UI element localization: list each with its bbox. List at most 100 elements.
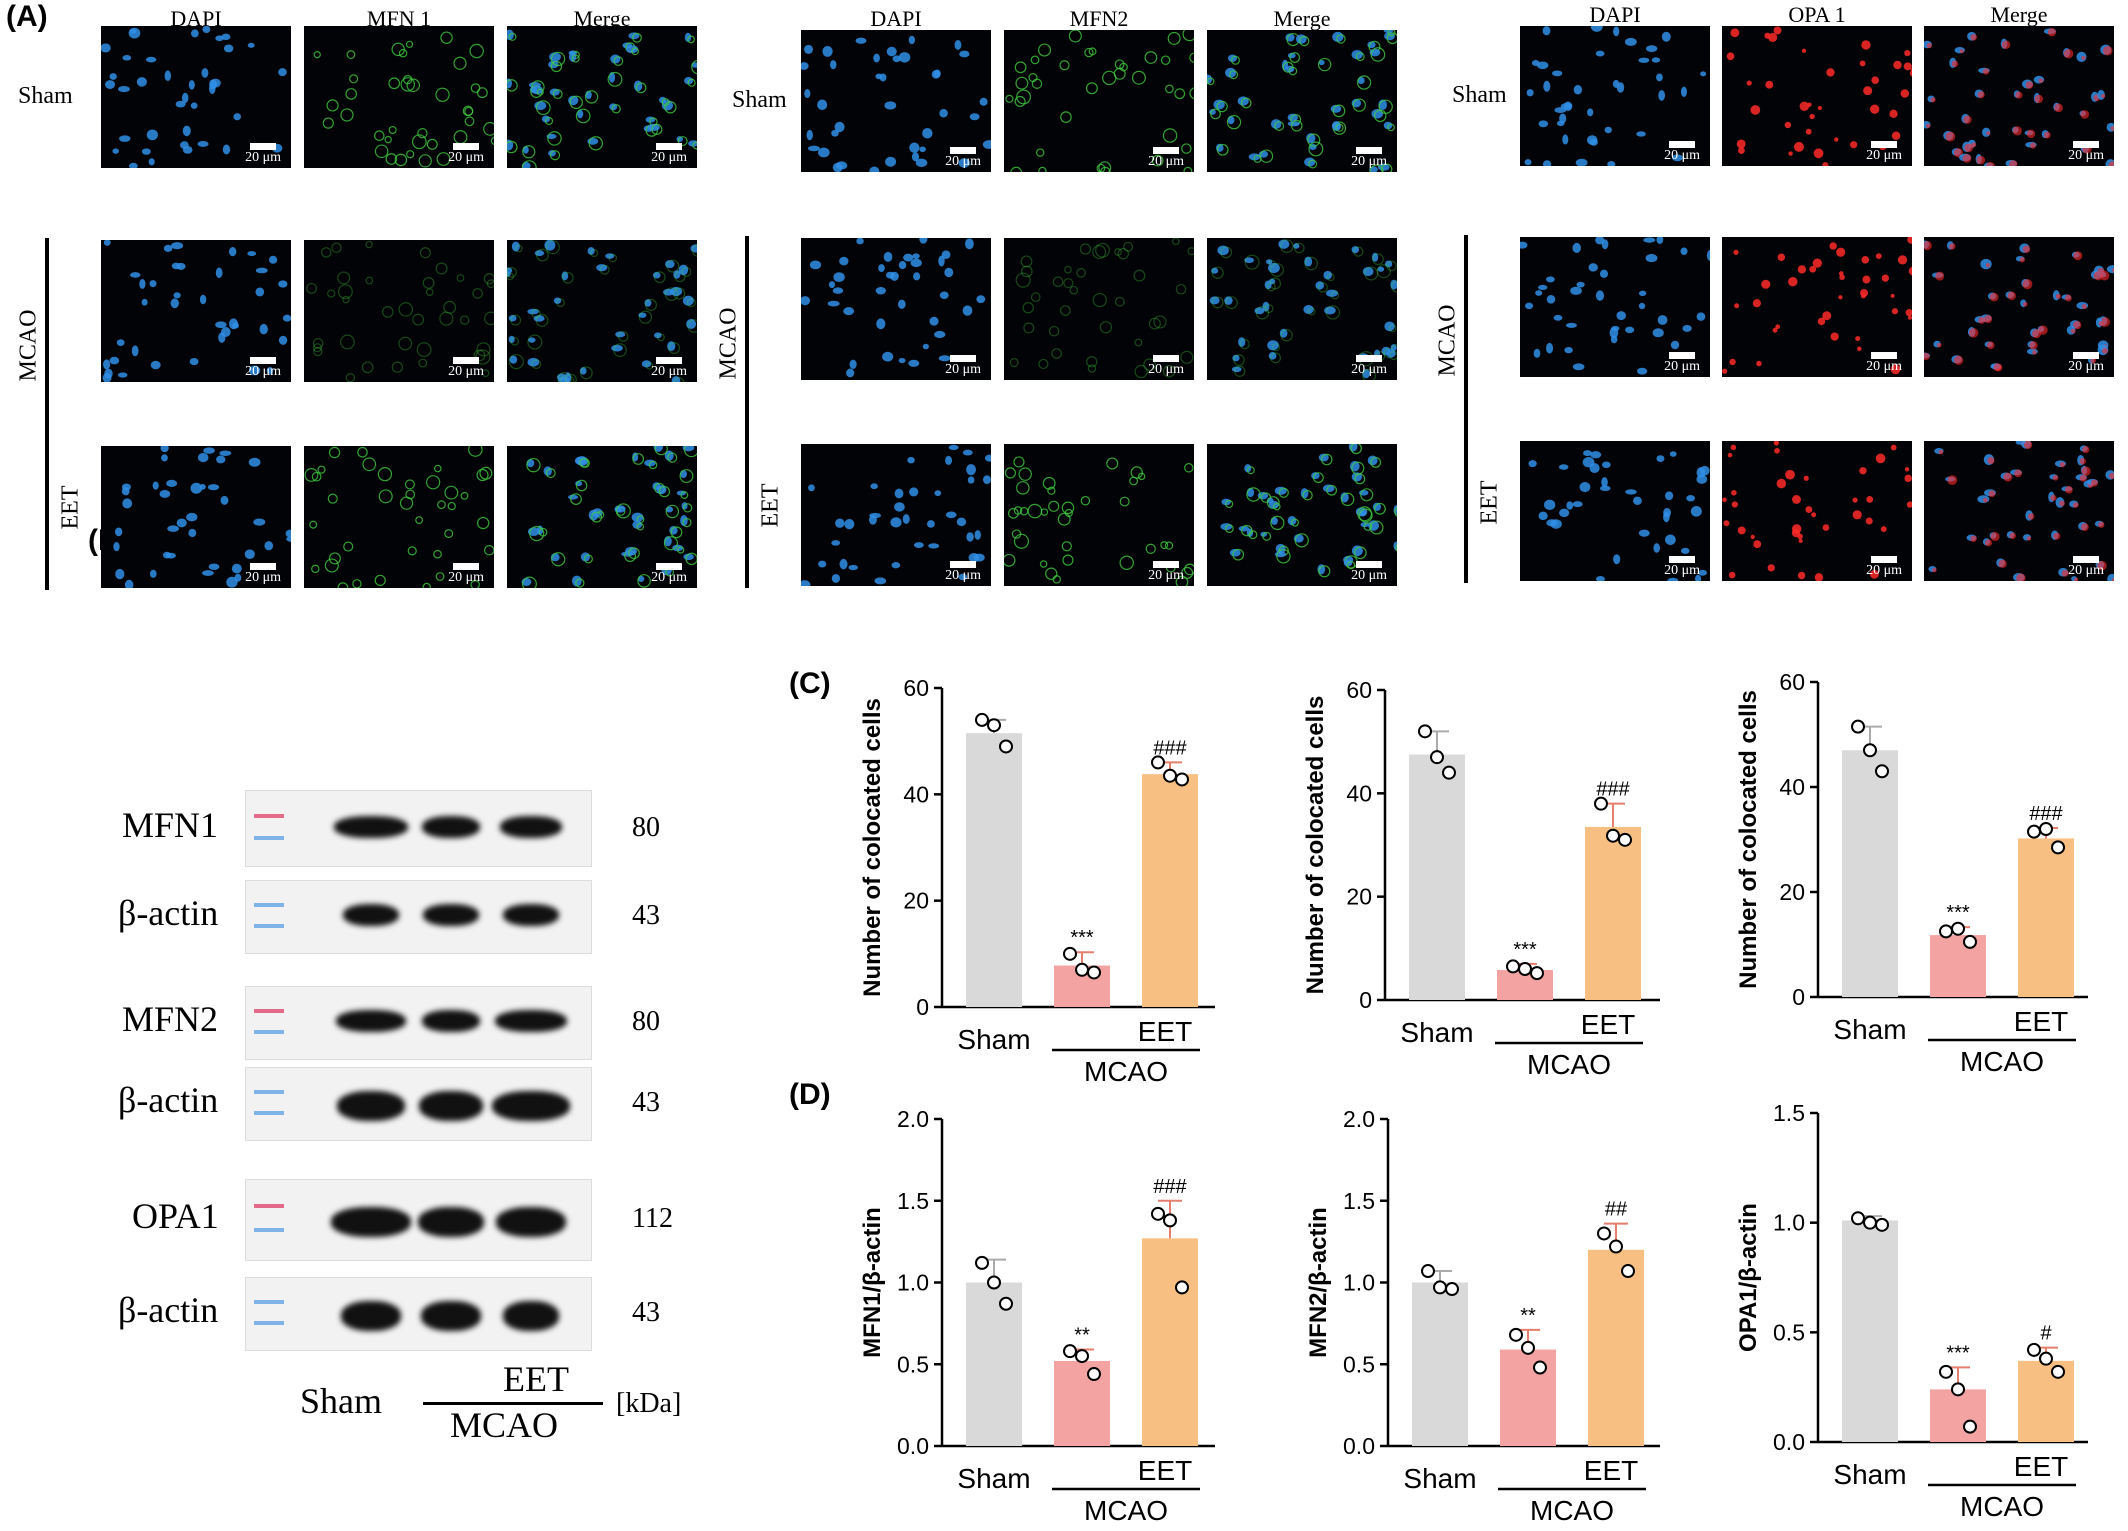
- blot-strip: [245, 1179, 592, 1261]
- marker-signal: [691, 59, 697, 75]
- nucleus: [112, 148, 119, 154]
- marker-signal: [1976, 155, 1986, 165]
- y-axis-label: Number of colocated cells: [1735, 690, 1762, 989]
- marker-signal: [400, 77, 415, 92]
- nucleus: [944, 267, 954, 278]
- marker-signal: [1340, 492, 1355, 507]
- marker-signal: [1838, 295, 1843, 300]
- marker-signal: [1160, 55, 1171, 65]
- data-point: [1851, 1211, 1865, 1226]
- nucleus: [875, 286, 886, 295]
- marker-signal: [1880, 526, 1887, 533]
- protein-band: [421, 1301, 481, 1331]
- nucleus: [1572, 363, 1585, 371]
- nucleus: [222, 144, 231, 155]
- marker-signal: [1335, 123, 1344, 132]
- marker-signal: [1891, 131, 1901, 141]
- marker-signal: [1085, 82, 1098, 95]
- marker-signal: [521, 160, 537, 168]
- marker-signal: [2034, 94, 2044, 104]
- marker-signal: [1935, 271, 1945, 281]
- marker-signal: [342, 295, 350, 304]
- marker-signal: [1038, 358, 1049, 370]
- nucleus: [1278, 239, 1290, 249]
- micrograph-tile: 20 μm: [1924, 237, 2114, 377]
- marker-signal: [1839, 274, 1845, 281]
- marker-signal: [2001, 40, 2011, 49]
- marker-signal: [1187, 247, 1194, 256]
- nucleus: [248, 365, 261, 376]
- blot-x-sham: Sham: [300, 1381, 383, 1421]
- marker-signal: [547, 131, 562, 146]
- marker-signal: [346, 50, 356, 59]
- blot-strip: [245, 880, 592, 954]
- marker-signal: [583, 554, 593, 564]
- marker-signal: [1803, 475, 1809, 481]
- y-tick-label: 20: [1346, 884, 1372, 910]
- nucleus: [115, 568, 125, 580]
- scale-bar-label: 20 μm: [1148, 362, 1184, 377]
- marker-signal: [1304, 256, 1318, 271]
- marker-signal: [1004, 553, 1016, 567]
- marker-signal: [1016, 89, 1032, 105]
- nucleus: [611, 344, 623, 352]
- nucleus: [207, 484, 220, 491]
- marker-signal: [529, 526, 545, 542]
- scale-bar-line: [1669, 352, 1696, 359]
- scale-bar-line: [1669, 141, 1696, 148]
- scale-bar: 20 μm: [1148, 355, 1184, 377]
- scale-bar-line: [453, 357, 480, 364]
- nucleus: [1595, 290, 1605, 301]
- y-tick-label: 40: [1779, 774, 1805, 800]
- nucleus: [615, 331, 626, 338]
- data-point: [2039, 822, 2053, 836]
- bar-chart: 0.0 0.5 1.0 1.5 2.0 MFN1/β-actin ** ### Sham EET M…: [859, 1106, 1215, 1525]
- scale-bar: 20 μm: [1866, 352, 1902, 374]
- panel-label-d: (D): [789, 1078, 831, 1111]
- marker-signal: [1387, 123, 1395, 132]
- nucleus: [118, 372, 128, 378]
- data-point: [1063, 1344, 1077, 1359]
- nucleus: [876, 318, 886, 330]
- marker-signal: [1013, 533, 1030, 549]
- marker-signal: [677, 136, 688, 147]
- marker-signal: [2003, 472, 2013, 482]
- marker-signal: [1860, 288, 1869, 297]
- marker-signal: [1350, 444, 1362, 455]
- marker-signal: [1134, 338, 1143, 347]
- marker-signal: [440, 31, 453, 44]
- nucleus: [1384, 321, 1395, 332]
- nucleus: [1638, 57, 1650, 63]
- nucleus: [1542, 26, 1551, 36]
- marker-signal: [1963, 115, 1972, 124]
- nucleus: [561, 271, 569, 281]
- marker-signal: [1875, 453, 1886, 464]
- nucleus: [1303, 305, 1314, 314]
- nucleus: [1613, 26, 1620, 37]
- marker-signal: [617, 331, 629, 342]
- marker-signal: [599, 264, 610, 275]
- marker-signal: [412, 313, 425, 326]
- marker-signal: [682, 517, 692, 528]
- bar: [1409, 754, 1465, 1000]
- nucleus: [1643, 237, 1656, 243]
- data-point: [1063, 946, 1077, 961]
- nucleus: [268, 255, 278, 264]
- significance-label: ##: [1605, 1199, 1628, 1221]
- marker-signal: [1817, 105, 1822, 111]
- nucleus: [141, 148, 151, 155]
- marker-signal: [1993, 363, 2002, 372]
- marker-signal: [1137, 472, 1146, 481]
- marker-signal: [2073, 251, 2083, 261]
- marker-signal: [1986, 131, 1991, 136]
- marker-signal: [1964, 143, 1974, 153]
- marker-signal: [1052, 575, 1062, 584]
- nucleus: [605, 253, 615, 259]
- x-label-sham: Sham: [1403, 1463, 1476, 1494]
- protein-band: [492, 1091, 570, 1121]
- marker-signal: [1363, 522, 1373, 531]
- nucleus: [1612, 79, 1620, 88]
- nucleus: [533, 315, 545, 322]
- nucleus: [1699, 465, 1710, 476]
- marker-signal: [470, 580, 480, 588]
